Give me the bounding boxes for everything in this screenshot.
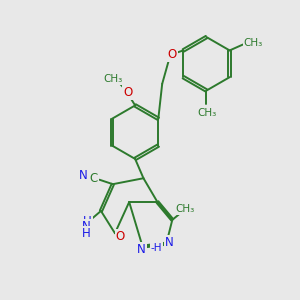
Text: H: H bbox=[82, 227, 91, 240]
Text: C: C bbox=[89, 172, 98, 185]
Text: O: O bbox=[167, 48, 177, 62]
Text: -H: -H bbox=[151, 243, 162, 253]
Text: N: N bbox=[82, 220, 91, 233]
Text: CH₃: CH₃ bbox=[175, 204, 194, 214]
Text: CH₃: CH₃ bbox=[197, 108, 217, 118]
Text: CH₃: CH₃ bbox=[104, 74, 123, 84]
Text: N: N bbox=[79, 169, 88, 182]
Text: N: N bbox=[165, 236, 174, 249]
Text: N: N bbox=[137, 243, 146, 256]
Text: CH₃: CH₃ bbox=[244, 38, 263, 48]
Text: H: H bbox=[83, 214, 92, 227]
Text: O: O bbox=[123, 86, 132, 99]
Text: O: O bbox=[116, 230, 125, 243]
